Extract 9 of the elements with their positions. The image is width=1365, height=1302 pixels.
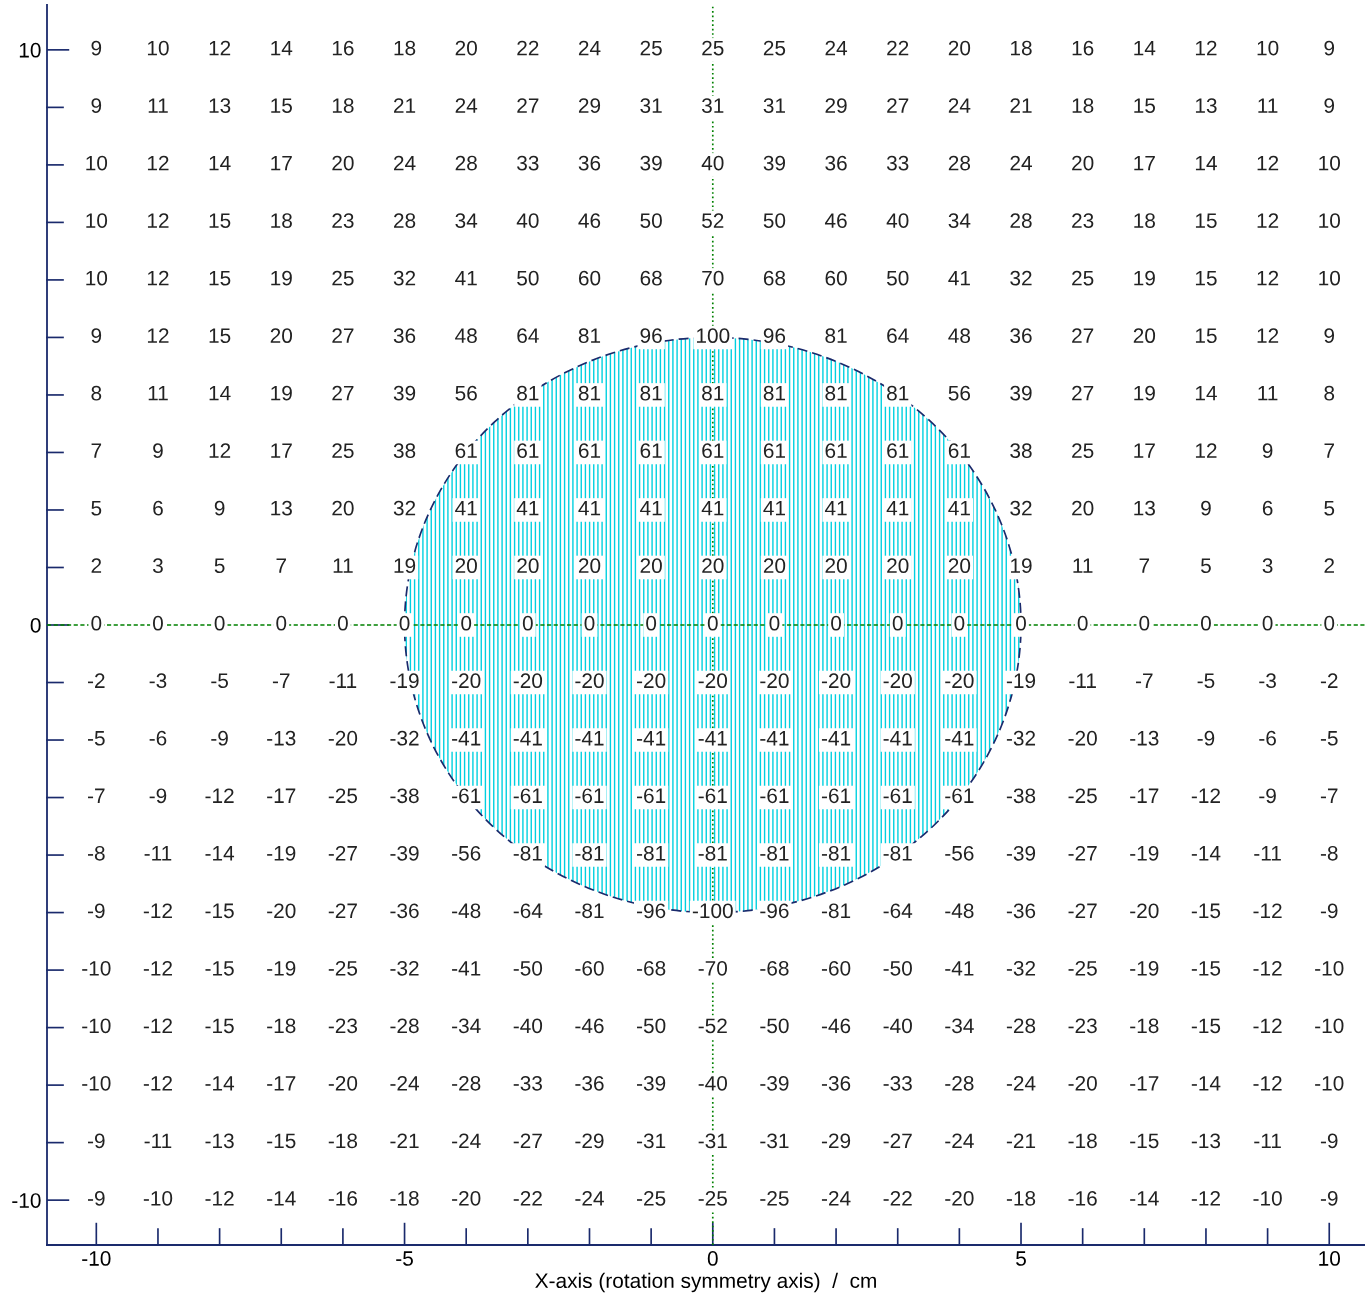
x-tick-label: 0 (707, 1251, 718, 1266)
x-axis-title: X-axis (rotation symmetry axis) / cm (535, 1272, 876, 1293)
x-tick-label: -10 (82, 1251, 111, 1266)
x-tick-label: 5 (1016, 1251, 1026, 1266)
y-tick-label: 0 (30, 618, 41, 633)
y-tick-label: -10 (12, 1193, 41, 1208)
x-tick-label: -5 (396, 1251, 413, 1266)
y-tick-label: 10 (19, 42, 41, 58)
x-tick-label: 10 (1319, 1251, 1341, 1266)
